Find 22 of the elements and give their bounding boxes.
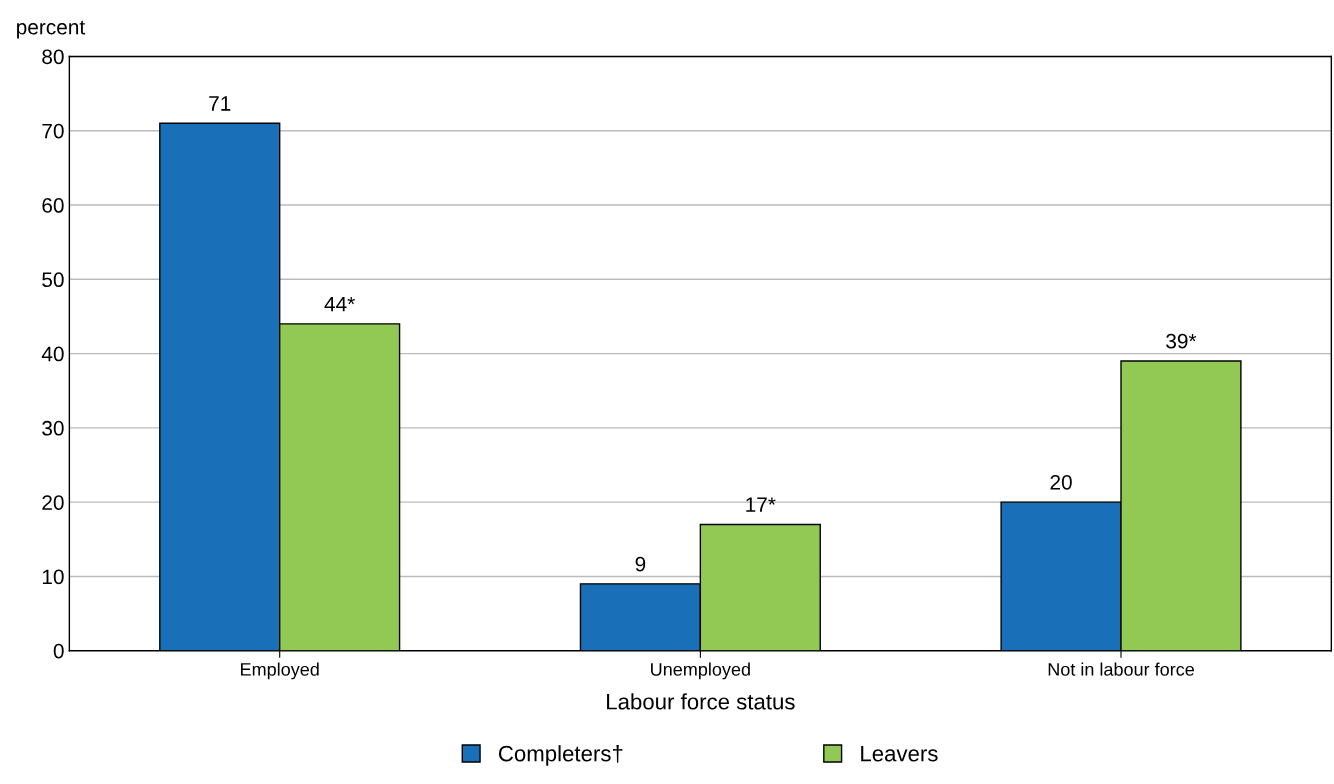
y-tick-label: 60 (42, 198, 64, 213)
y-tick-label: 70 (42, 123, 64, 139)
y-tick-label: 40 (41, 346, 64, 362)
x-tick-label: Unemployed (651, 662, 750, 680)
legend-label: Completers† (498, 745, 623, 766)
data-label: 9 (635, 556, 646, 572)
x-tick-label: Employed (241, 662, 319, 680)
data-label: 44* (324, 296, 355, 312)
data-label: 20 (1050, 474, 1072, 490)
legend-label: Leavers (861, 745, 938, 762)
y-tick-label: 30 (42, 420, 64, 436)
data-label: 71 (209, 96, 231, 111)
x-axis-title: Labour force status (607, 693, 795, 710)
y-tick-label: 20 (42, 495, 64, 510)
y-axis-title: percent (17, 20, 86, 39)
y-tick-label: 10 (42, 569, 64, 585)
x-tick-label: Not in labour force (1048, 662, 1194, 676)
data-label: 39* (1166, 333, 1197, 349)
y-tick-label: 50 (42, 272, 64, 288)
data-label: 17* (746, 497, 776, 512)
y-tick-label: 80 (42, 49, 64, 65)
y-tick-label: 0 (53, 643, 64, 659)
